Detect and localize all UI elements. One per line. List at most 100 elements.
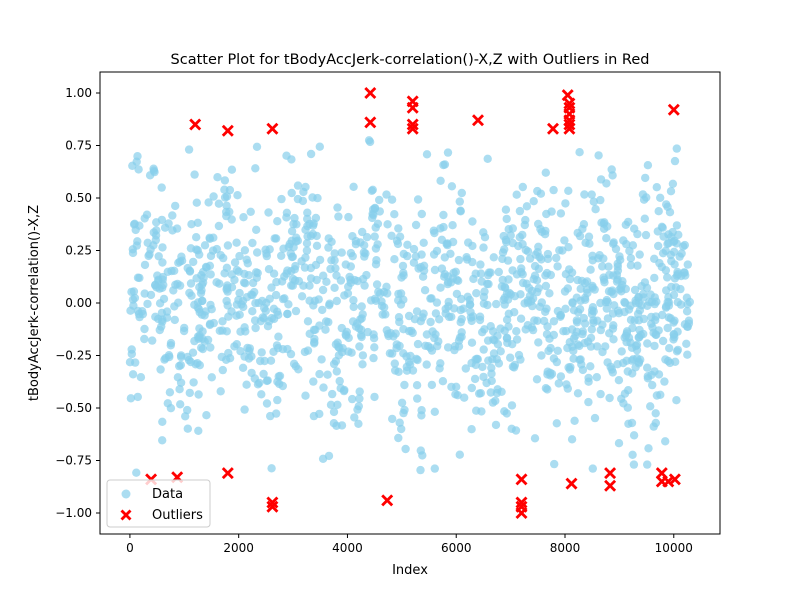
data-point [599,273,608,282]
data-point [314,295,323,304]
outlier-point [668,473,681,486]
data-point [486,388,495,397]
data-point [148,336,157,345]
data-point [165,388,175,397]
data-point [337,323,346,333]
data-point [171,201,180,211]
data-point [227,307,236,316]
data-point [208,246,218,255]
data-point [628,323,637,333]
data-point [321,325,330,334]
data-point [217,352,226,362]
data-point [372,280,382,289]
data-point [470,374,480,384]
data-point [135,273,144,283]
data-point [251,299,260,308]
data-point [238,363,248,372]
data-point [635,333,644,342]
data-point [127,287,136,297]
data-point [235,251,244,261]
data-point [493,340,503,349]
legend: Data Outliers [106,479,211,528]
legend-outlier-marker [120,509,132,521]
data-point [447,312,456,321]
data-point [166,404,176,413]
data-point [476,260,485,269]
data-point [518,278,528,288]
data-point [187,291,196,300]
data-point [478,328,487,337]
data-point [477,277,486,286]
data-point [174,258,183,267]
data-point [447,182,457,191]
data-point [126,394,136,403]
data-point [516,254,525,264]
data-point [398,261,408,271]
data-point [435,315,444,324]
data-point [183,424,192,433]
data-point [157,183,166,192]
data-point [214,199,224,208]
data-point [262,399,272,408]
data-point [315,142,324,151]
data-point [630,316,639,325]
data-point [502,409,511,418]
data-point [411,220,421,230]
data-point [607,165,616,174]
data-point [619,358,628,368]
data-point [330,249,339,258]
data-point [198,344,207,354]
data-point [158,436,167,445]
data-point [223,301,232,310]
data-point [443,148,453,157]
data-point [257,390,266,399]
data-point [310,334,319,344]
data-point [639,314,649,324]
data-point [633,261,642,270]
y-axis-label: tBodyAccJerk-correlation()-X,Z [27,205,42,401]
data-point [516,355,525,364]
data-point [163,267,172,276]
data-point [383,220,392,229]
data-point [584,377,593,386]
data-point [267,283,276,292]
data-point [202,263,211,272]
data-point [140,334,149,344]
data-point [303,221,312,231]
data-point [363,327,372,337]
data-point [325,299,334,308]
data-point [251,164,260,173]
data-point [541,281,551,291]
data-point [242,380,251,389]
data-point [358,360,367,369]
data-point [583,288,592,298]
data-point [246,207,255,216]
data-point [158,243,167,252]
data-point [413,355,422,365]
data-point [569,354,578,363]
data-point [399,349,408,358]
data-point [157,308,167,318]
data-point [413,195,423,204]
data-point [663,323,672,333]
data-point [536,189,546,198]
data-point [308,229,317,239]
data-point [555,246,564,255]
data-point [666,250,675,260]
data-point [280,294,289,303]
data-point [331,264,340,273]
data-point [186,244,196,253]
data-point [347,348,356,357]
data-point [457,332,466,341]
data-point [154,276,163,285]
outlier-point [221,124,234,137]
data-point [365,137,375,147]
data-point [452,289,462,299]
data-point [541,226,550,236]
data-point [570,416,579,425]
data-point [357,332,366,342]
data-point [672,396,681,405]
data-point [287,252,297,262]
data-point [572,318,582,327]
data-point [565,365,575,374]
